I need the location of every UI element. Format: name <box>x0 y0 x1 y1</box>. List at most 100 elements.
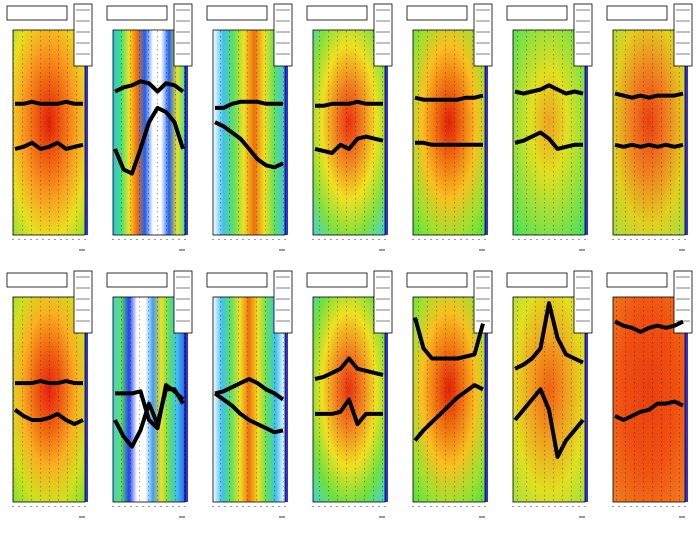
stats-box <box>373 3 393 67</box>
frame <box>512 29 586 236</box>
frame <box>412 296 486 503</box>
profile-line <box>113 387 185 449</box>
color-bar <box>185 317 188 502</box>
dot-grid <box>13 30 85 235</box>
profile-line <box>315 99 383 108</box>
frame <box>12 29 86 236</box>
frame <box>612 296 686 503</box>
dot-grid <box>413 297 485 502</box>
dot-grid <box>413 30 485 235</box>
title-box <box>506 272 568 288</box>
dot-grid <box>213 30 285 235</box>
panel <box>106 3 193 251</box>
dot-grid <box>313 30 385 235</box>
panel <box>506 270 593 518</box>
title-box <box>406 272 468 288</box>
profile-line <box>114 79 185 94</box>
profile-line <box>514 130 583 151</box>
panel <box>606 270 693 518</box>
dot-grid <box>613 297 685 502</box>
frame <box>312 29 386 236</box>
title-box <box>306 5 368 21</box>
title-box <box>406 5 468 21</box>
color-bar <box>385 50 388 235</box>
frame <box>12 296 86 503</box>
title-box <box>106 5 168 21</box>
stats-box <box>573 3 593 67</box>
panel <box>406 270 493 518</box>
frame <box>512 296 586 503</box>
title-box <box>606 5 668 21</box>
profile-line <box>614 142 684 149</box>
title-box <box>306 272 368 288</box>
profile-line <box>514 301 584 371</box>
panel <box>106 270 193 518</box>
panel <box>606 3 693 251</box>
panel <box>406 3 493 251</box>
color-bar <box>585 50 588 235</box>
profile-line <box>413 316 485 361</box>
color-bar <box>85 50 88 235</box>
profile-line <box>415 140 483 147</box>
stats-box <box>273 3 293 67</box>
frame <box>112 29 186 236</box>
color-bar <box>385 317 388 502</box>
profile-line <box>213 391 284 435</box>
panel <box>6 3 93 251</box>
profile-line <box>614 399 684 422</box>
stats-box <box>573 270 593 334</box>
color-bar <box>285 50 288 235</box>
stats-box <box>173 3 193 67</box>
dot-grid <box>113 297 185 502</box>
dot-grid <box>13 297 85 502</box>
stats-box <box>73 270 93 334</box>
stats-box <box>373 270 393 334</box>
stats-box <box>73 3 93 67</box>
stats-box <box>673 270 693 334</box>
profile-line <box>314 134 384 155</box>
frame <box>412 29 486 236</box>
dot-grid <box>513 297 585 502</box>
profile-line <box>413 383 484 442</box>
profile-line <box>614 319 684 334</box>
color-bar <box>485 50 488 235</box>
panel <box>306 3 393 251</box>
stats-box <box>173 270 193 334</box>
profile-line <box>614 91 684 100</box>
dot-grid <box>513 30 585 235</box>
color-bar <box>285 317 288 502</box>
frame <box>612 29 686 236</box>
profile-line <box>513 387 585 459</box>
profile-line <box>13 408 84 427</box>
color-bar <box>85 317 88 502</box>
panel <box>6 270 93 518</box>
title-box <box>606 272 668 288</box>
panel <box>206 3 293 251</box>
profile-line <box>14 140 84 151</box>
stats-box <box>673 3 693 67</box>
profile-line <box>214 120 284 170</box>
color-bar <box>585 317 588 502</box>
panel <box>206 270 293 518</box>
profile-line <box>214 377 285 402</box>
stats-box <box>273 270 293 334</box>
color-bar <box>685 317 688 502</box>
color-bar <box>185 50 188 235</box>
profile-line <box>514 83 584 96</box>
title-box <box>506 5 568 21</box>
color-bar <box>685 50 688 235</box>
title-box <box>206 272 268 288</box>
frame <box>212 296 286 503</box>
dot-grid <box>113 30 185 235</box>
color-bar <box>485 317 488 502</box>
title-box <box>6 272 68 288</box>
title-box <box>106 272 168 288</box>
frame <box>112 296 186 503</box>
frame <box>212 29 286 236</box>
frame <box>312 296 386 503</box>
profile-line <box>215 99 283 110</box>
profile-line <box>15 379 83 386</box>
title-box <box>206 5 268 21</box>
profile-line <box>414 93 484 102</box>
